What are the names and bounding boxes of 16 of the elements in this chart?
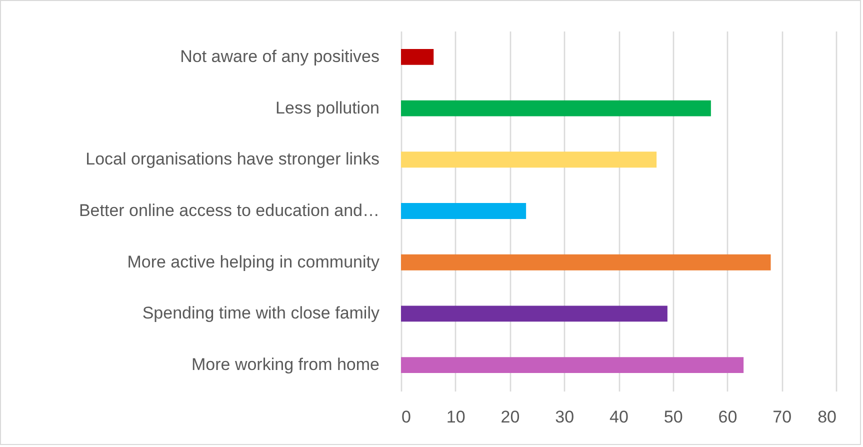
y-tick-label: Not aware of any positives — [180, 46, 380, 66]
y-tick-label: Less pollution — [276, 98, 380, 118]
y-tick-label: Local organisations have stronger links — [86, 150, 380, 169]
x-tick-label: 30 — [555, 408, 574, 426]
x-tick-label: 10 — [446, 408, 466, 426]
x-tick-label: 0 — [402, 408, 411, 426]
y-tick-label: More working from home — [191, 355, 380, 374]
y-tick-label: More active helping in community — [127, 252, 380, 272]
x-tick-label: 60 — [718, 408, 738, 426]
y-tick-label: Spending time with close family — [142, 304, 380, 323]
x-tick-label: 20 — [500, 408, 520, 426]
x-tick-label: 40 — [610, 408, 628, 426]
x-tick-label: 50 — [664, 408, 683, 426]
x-tick-label: 80 — [818, 408, 836, 426]
x-tick-label: 70 — [772, 408, 792, 426]
y-tick-label: Better online access to education and… — [78, 201, 380, 220]
